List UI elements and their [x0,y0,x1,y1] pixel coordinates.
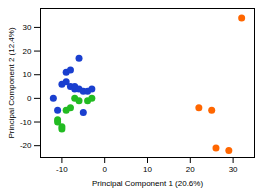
svg-text:30: 30 [229,165,238,174]
svg-text:Principal Component 2 (12.4%): Principal Component 2 (12.4%) [7,27,16,139]
svg-text:Principal Component 1 (20.6%): Principal Component 1 (20.6%) [92,179,204,188]
svg-text:30: 30 [23,23,32,32]
svg-text:0: 0 [27,94,32,103]
svg-text:-10: -10 [56,165,68,174]
svg-text:0: 0 [102,165,107,174]
svg-text:-20: -20 [20,141,32,150]
svg-text:-10: -10 [20,118,32,127]
svg-text:20: 20 [186,165,195,174]
svg-text:10: 10 [23,70,32,79]
svg-text:10: 10 [143,165,152,174]
svg-text:20: 20 [23,47,32,56]
